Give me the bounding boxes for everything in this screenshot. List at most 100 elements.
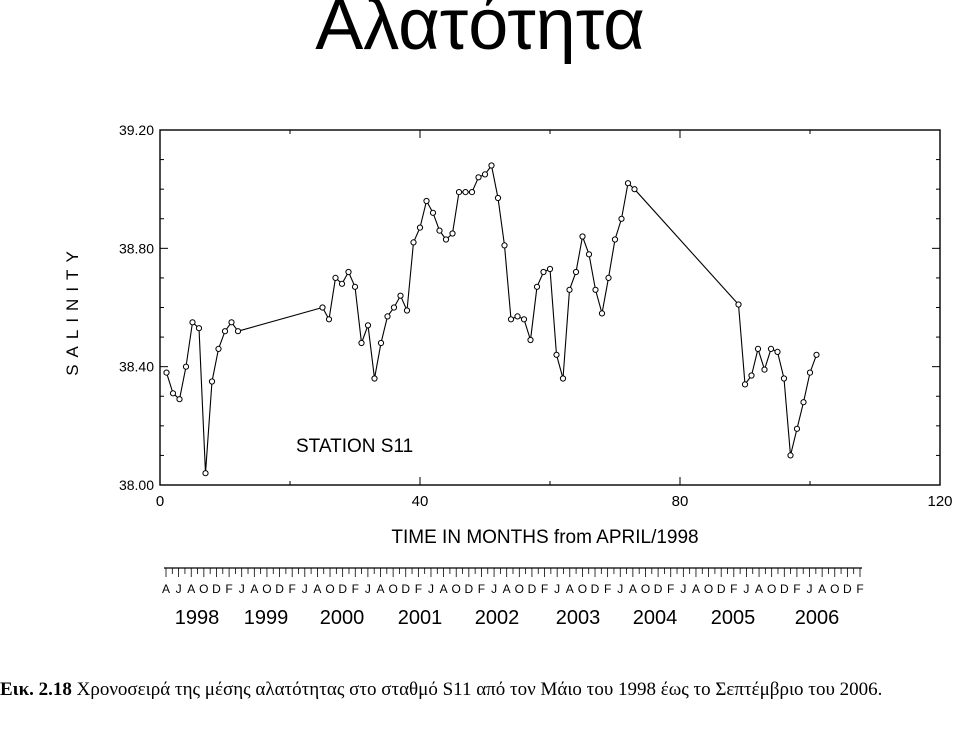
data-point: [748, 372, 755, 379]
year-label: 2005: [711, 607, 756, 629]
data-point: [182, 363, 190, 370]
month-letter: D: [401, 582, 410, 596]
x-axis-ticks: 0 40 80 120: [156, 130, 953, 510]
y-axis-ticks: 38.00 38.40 38.80 39.20: [119, 122, 940, 493]
y-tick-label: 38.80: [119, 240, 154, 256]
y-tick-label: 38.00: [119, 477, 154, 493]
month-letter: O: [578, 582, 587, 596]
month-letter: D: [780, 582, 789, 596]
data-point: [806, 369, 814, 376]
data-point: [514, 313, 521, 320]
month-letter: J: [491, 582, 497, 596]
data-point: [631, 186, 638, 193]
data-point: [605, 274, 612, 281]
month-letter: F: [604, 582, 611, 596]
month-letter: O: [452, 582, 461, 596]
data-point: [332, 274, 339, 281]
month-letter: A: [755, 582, 763, 596]
data-point: [488, 162, 495, 169]
x-tick-label: 40: [412, 493, 429, 510]
data-point: [202, 470, 209, 477]
data-point: [442, 236, 450, 243]
data-point: [195, 325, 203, 332]
data-point: [221, 328, 229, 335]
x-tick-label: 80: [672, 493, 689, 510]
data-point: [566, 286, 573, 293]
salinity-chart: 38.00 38.40 38.80 39.20 0 40 80 120 SALINITY T…: [63, 122, 953, 629]
year-label: 2001: [398, 607, 443, 629]
data-point: [754, 345, 762, 352]
data-point: [540, 268, 547, 276]
month-letter: O: [767, 582, 776, 596]
month-letter: F: [225, 582, 232, 596]
month-letter: A: [818, 582, 826, 596]
data-point: [494, 194, 502, 202]
month-letter: D: [591, 582, 600, 596]
data-point: [176, 396, 183, 403]
month-letter: D: [338, 582, 347, 596]
y-tick-label: 38.40: [119, 359, 154, 375]
data-point: [351, 283, 359, 290]
data-point: [475, 174, 482, 181]
data-point: [611, 236, 619, 243]
data-point: [364, 322, 372, 329]
slide-title: Αλατότητα: [315, 0, 645, 65]
data-point: [618, 215, 625, 222]
series-line: [165, 164, 818, 474]
year-label: 1998: [175, 607, 220, 629]
month-letter: A: [629, 582, 637, 596]
data-point: [169, 390, 177, 397]
month-letter: A: [377, 582, 385, 596]
year-label: 2006: [795, 607, 840, 629]
data-point: [397, 292, 404, 299]
data-point: [416, 224, 424, 231]
month-letter: A: [187, 582, 195, 596]
month-letter: A: [250, 582, 258, 596]
data-point: [793, 425, 801, 432]
data-point: [358, 339, 365, 347]
data-point: [579, 233, 586, 240]
month-letter: F: [289, 582, 296, 596]
data-point: [449, 230, 456, 237]
plot-frame: [159, 129, 941, 486]
data-point: [462, 189, 469, 196]
month-letter: O: [704, 582, 713, 596]
data-point: [501, 242, 508, 249]
data-point: [319, 304, 326, 311]
month-letter: F: [856, 582, 863, 596]
month-letter: J: [176, 582, 182, 596]
data-point: [325, 316, 333, 323]
data-point: [527, 336, 534, 344]
month-letter: O: [515, 582, 524, 596]
month-letter: O: [262, 582, 271, 596]
month-letter: F: [541, 582, 548, 596]
data-point: [592, 286, 599, 293]
month-letter: O: [641, 582, 650, 596]
year-label: 2003: [556, 607, 601, 629]
month-letter: D: [528, 582, 537, 596]
x-axis-label: TIME IN MONTHS from APRIL/1998: [391, 527, 698, 548]
month-letter: J: [239, 582, 245, 596]
month-letter: F: [352, 582, 359, 596]
data-point: [572, 268, 580, 276]
month-letter: A: [162, 582, 170, 596]
month-letter: A: [440, 582, 448, 596]
month-letter: F: [478, 582, 485, 596]
month-letter: F: [667, 582, 674, 596]
year-label: 2004: [633, 607, 678, 629]
month-letter: F: [415, 582, 422, 596]
month-letter: O: [388, 582, 397, 596]
data-point: [403, 307, 411, 314]
y-axis-label: SALINITY: [63, 244, 82, 376]
data-point: [761, 366, 768, 373]
data-point: [338, 280, 346, 287]
month-letter: A: [566, 582, 574, 596]
data-point: [468, 189, 476, 196]
data-point: [559, 375, 567, 382]
station-label: STATION S11: [296, 436, 413, 457]
month-letter: J: [554, 582, 560, 596]
month-letter: D: [654, 582, 663, 596]
month-letter: D: [465, 582, 474, 596]
data-point: [228, 319, 235, 326]
